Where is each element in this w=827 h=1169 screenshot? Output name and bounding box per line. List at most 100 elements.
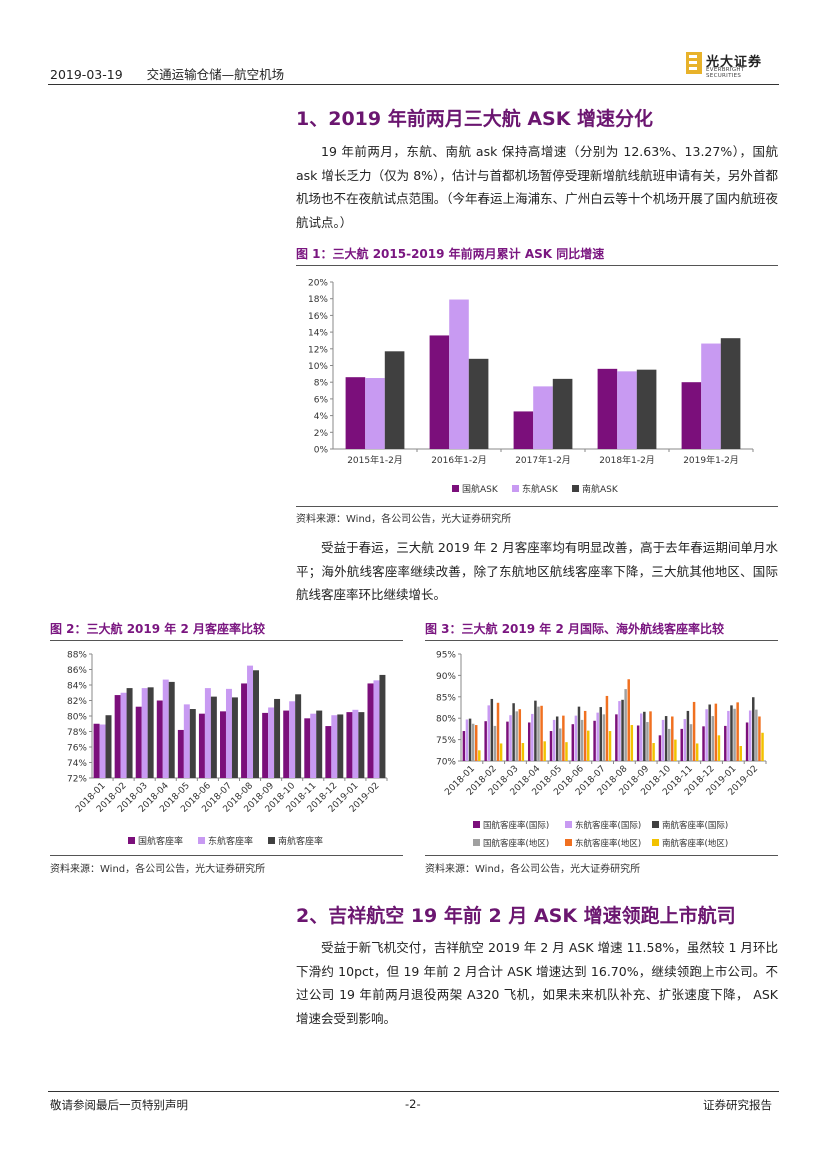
- bar: [646, 722, 649, 761]
- bar: [487, 705, 490, 761]
- bar: [533, 386, 553, 449]
- legend-swatch: [473, 839, 480, 846]
- section1-paragraph: 19 年前两月，东航、南航 ask 保持高增速（分别为 12.63%、13.27…: [296, 144, 778, 230]
- y-tick-label: 20%: [308, 279, 328, 289]
- bar: [695, 743, 699, 761]
- y-tick-label: 0%: [314, 446, 329, 456]
- bar: [597, 368, 618, 449]
- bar: [135, 706, 142, 778]
- figure3-title: 图 3：三大航 2019 年 2 月国际、海外航线客座率比较: [425, 622, 724, 636]
- bar: [534, 700, 537, 761]
- bar: [736, 702, 739, 761]
- bar: [724, 725, 727, 761]
- section1-title: 1、2019 年前两月三大航 ASK 增速分化: [296, 108, 654, 130]
- y-tick-label: 84%: [67, 682, 87, 692]
- bar: [496, 702, 500, 761]
- bar: [683, 719, 687, 761]
- bar: [658, 735, 662, 761]
- bar: [577, 706, 581, 761]
- bar: [262, 712, 269, 778]
- bar: [331, 715, 338, 778]
- bar: [295, 694, 302, 778]
- bar: [615, 714, 618, 761]
- bar: [513, 411, 534, 449]
- legend-swatch: [128, 837, 135, 844]
- section2-title: 2、吉祥航空 19 年前 2 月 ASK 增速领跑上市航司: [296, 905, 736, 927]
- figure2-chart: 72%74%76%78%80%82%84%86%88%2018-012018-0…: [67, 651, 388, 847]
- bar: [484, 721, 487, 761]
- bar: [247, 665, 254, 778]
- y-tick-label: 2%: [314, 429, 329, 439]
- bar: [210, 696, 217, 778]
- legend-swatch: [652, 839, 659, 846]
- bar: [727, 710, 730, 761]
- legend-label: 国航客座率(国际): [483, 820, 549, 831]
- y-tick-label: 4%: [314, 412, 329, 422]
- legend-label: 国航客座率(地区): [483, 838, 549, 849]
- bar: [358, 712, 365, 778]
- bar: [352, 709, 359, 778]
- y-tick-label: 72%: [67, 775, 87, 785]
- legend-label: 东航ASK: [522, 483, 559, 495]
- bar: [708, 704, 711, 761]
- bar: [177, 729, 184, 778]
- legend-swatch: [198, 837, 205, 844]
- y-tick-label: 86%: [67, 666, 87, 676]
- bar: [624, 689, 627, 761]
- bar: [521, 743, 525, 761]
- bar: [126, 688, 133, 778]
- bar: [468, 358, 489, 449]
- bar: [156, 700, 163, 778]
- y-tick-label: 6%: [314, 395, 329, 405]
- bar: [114, 695, 121, 778]
- legend-swatch: [268, 837, 275, 844]
- report-header: 2019-03-19 交通运输仓储—航空机场: [50, 64, 284, 83]
- x-tick-label: 2015年1-2月: [347, 454, 403, 466]
- bar: [499, 743, 503, 761]
- bar: [596, 712, 599, 761]
- bar: [289, 701, 296, 778]
- y-tick-label: 90%: [436, 672, 456, 682]
- bar: [552, 719, 556, 761]
- bar: [549, 731, 553, 761]
- bar: [189, 709, 196, 778]
- bar: [316, 710, 323, 778]
- legend-label: 国航ASK: [462, 483, 499, 495]
- y-tick-label: 12%: [308, 345, 328, 355]
- bar: [531, 713, 534, 761]
- y-tick-label: 76%: [67, 744, 87, 754]
- logo-text: 光大证券: [706, 55, 763, 70]
- legend-label: 南航客座率(地区): [662, 838, 728, 849]
- bar: [618, 701, 621, 761]
- bar: [593, 720, 596, 761]
- bar: [225, 688, 232, 778]
- bar: [241, 683, 248, 778]
- bar: [105, 715, 112, 778]
- bar: [627, 679, 630, 761]
- bar: [527, 722, 531, 761]
- figure2-rule: [50, 640, 403, 641]
- bar: [515, 711, 518, 761]
- legend-label: 南航客座率(国际): [662, 820, 728, 831]
- bar: [168, 681, 175, 778]
- bar: [147, 687, 154, 778]
- bar: [449, 299, 469, 449]
- bar: [379, 674, 386, 778]
- footer-divider: [48, 1091, 779, 1092]
- x-tick-label: 2016年1-2月: [431, 454, 487, 466]
- x-tick-label: 2019年1-2月: [683, 454, 739, 466]
- bar: [465, 719, 469, 761]
- bar: [552, 378, 573, 449]
- bar: [745, 722, 749, 761]
- bar: [93, 723, 100, 778]
- bar: [661, 719, 665, 761]
- bar: [758, 716, 761, 761]
- section2-paragraph: 受益于新飞机交付，吉祥航空 2019 年 2 月 ASK 增速 11.58%，虽…: [296, 940, 778, 1026]
- bar: [283, 710, 290, 778]
- bar: [711, 716, 715, 761]
- bar: [490, 698, 494, 761]
- bar: [310, 713, 317, 778]
- figure2-source: 资料来源：Wind，各公司公告，光大证券研究所: [50, 864, 266, 875]
- legend-label: 东航客座率: [208, 835, 253, 847]
- bar: [617, 371, 637, 449]
